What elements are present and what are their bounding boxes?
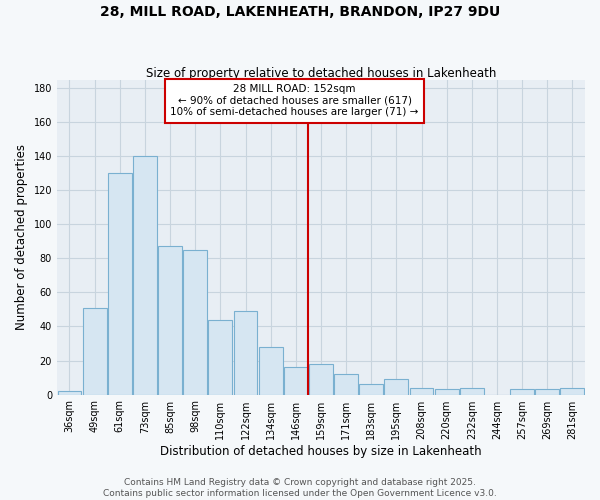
Text: Contains HM Land Registry data © Crown copyright and database right 2025.
Contai: Contains HM Land Registry data © Crown c… (103, 478, 497, 498)
Bar (58, 391, 82, 394)
Bar (535, 390, 559, 394)
Bar (410, 388, 433, 394)
Text: 28, MILL ROAD, LAKENHEATH, BRANDON, IP27 9DU: 28, MILL ROAD, LAKENHEATH, BRANDON, IP27… (100, 5, 500, 19)
Bar (108, 173, 132, 394)
Bar (259, 347, 283, 395)
Bar (183, 250, 207, 394)
Y-axis label: Number of detached properties: Number of detached properties (15, 144, 28, 330)
Bar (309, 364, 333, 394)
Bar (385, 380, 409, 394)
Bar (435, 390, 458, 394)
Bar (560, 388, 584, 394)
Bar (133, 156, 157, 394)
Bar (359, 384, 383, 394)
Bar (233, 311, 257, 394)
Bar (208, 320, 232, 394)
Bar (460, 388, 484, 394)
X-axis label: Distribution of detached houses by size in Lakenheath: Distribution of detached houses by size … (160, 444, 482, 458)
Bar (510, 390, 534, 394)
Bar (158, 246, 182, 394)
Text: 28 MILL ROAD: 152sqm
← 90% of detached houses are smaller (617)
10% of semi-deta: 28 MILL ROAD: 152sqm ← 90% of detached h… (170, 84, 419, 117)
Bar (334, 374, 358, 394)
Title: Size of property relative to detached houses in Lakenheath: Size of property relative to detached ho… (146, 66, 496, 80)
Bar (284, 368, 308, 394)
Bar (83, 308, 107, 394)
